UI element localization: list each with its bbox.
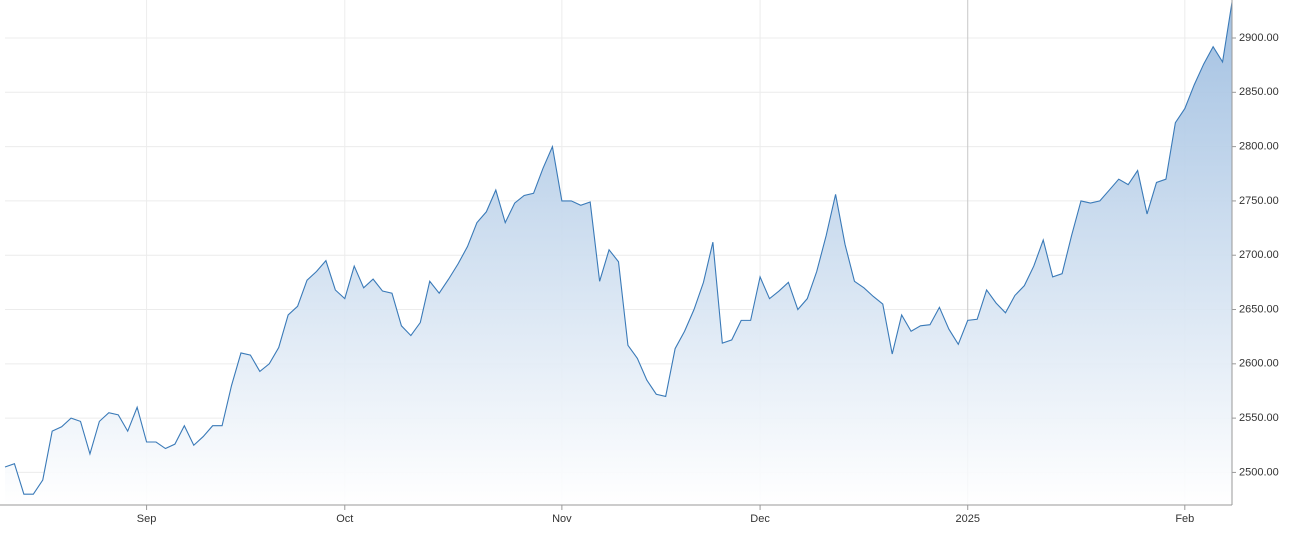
y-tick-label: 2550.00 <box>1239 412 1279 424</box>
y-tick-label: 2850.00 <box>1239 86 1279 98</box>
x-tick-label: Dec <box>750 513 770 525</box>
x-tick-label: 2025 <box>955 513 979 525</box>
y-tick-label: 2700.00 <box>1239 249 1279 261</box>
y-tick-label: 2800.00 <box>1239 141 1279 153</box>
y-tick-label: 2900.00 <box>1239 32 1279 44</box>
x-tick-label: Feb <box>1175 513 1194 525</box>
y-tick-label: 2600.00 <box>1239 358 1279 370</box>
x-tick-label: Oct <box>336 513 353 525</box>
x-tick-label: Nov <box>552 513 572 525</box>
y-tick-label: 2750.00 <box>1239 195 1279 207</box>
line <box>4 2 1233 495</box>
y-tick-label: 2500.00 <box>1239 466 1279 478</box>
x-tick-label: Sep <box>137 513 157 525</box>
y-tick-label: 2650.00 <box>1239 303 1279 315</box>
area <box>5 2 1232 505</box>
